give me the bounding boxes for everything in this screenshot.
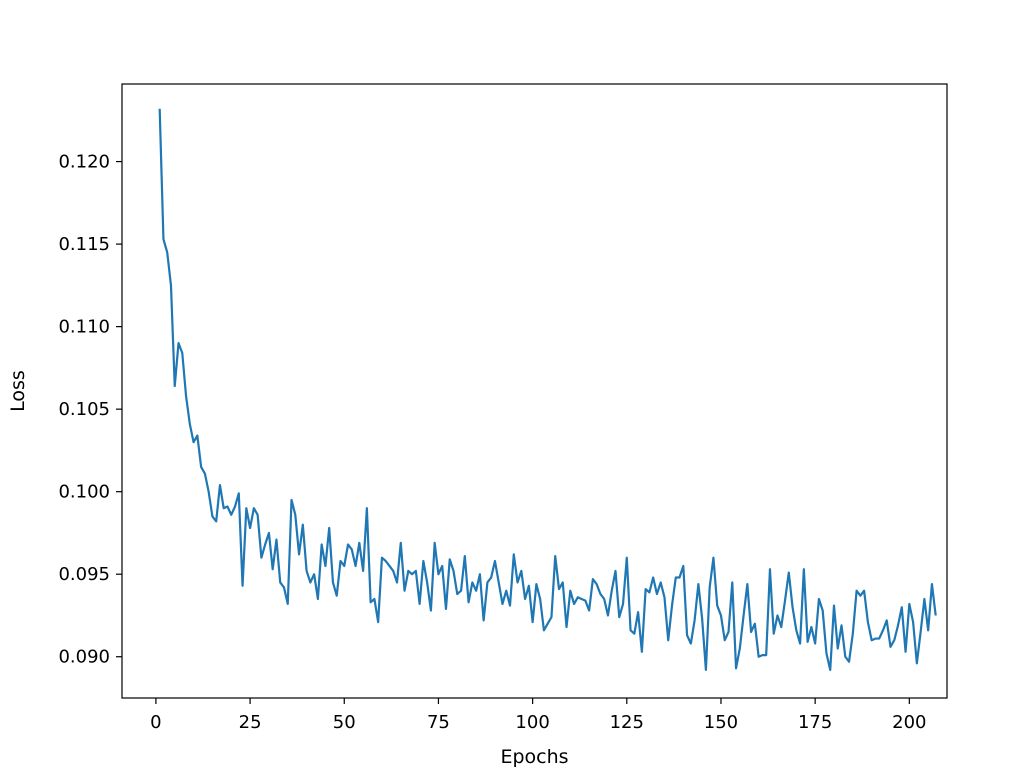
x-tick-label: 150: [704, 712, 738, 733]
x-tick-label: 100: [515, 712, 549, 733]
y-axis-label: Loss: [7, 370, 29, 412]
y-tick-label: 0.120: [58, 152, 110, 173]
y-tick-label: 0.100: [58, 482, 110, 503]
x-tick-label: 175: [798, 712, 832, 733]
y-tick-label: 0.105: [58, 399, 110, 420]
y-tick-label: 0.095: [58, 564, 110, 585]
x-tick-label: 25: [239, 712, 262, 733]
x-axis-ticks: 0 25 50 75 100 125 150 175 200: [150, 698, 927, 733]
x-tick-label: 125: [610, 712, 644, 733]
y-tick-label: 0.115: [58, 234, 110, 255]
y-axis-ticks: 0.090 0.095 0.100 0.105 0.110 0.115 0.120: [58, 152, 122, 668]
x-tick-label: 75: [427, 712, 450, 733]
loss-series-line: [158, 108, 937, 672]
y-tick-label: 0.110: [58, 317, 110, 338]
x-axis-label: Epochs: [500, 746, 568, 768]
x-tick-label: 200: [892, 712, 926, 733]
y-tick-label: 0.090: [58, 647, 110, 668]
x-tick-label: 0: [150, 712, 161, 733]
axes-frame: [121, 83, 948, 699]
x-tick-label: 50: [333, 712, 356, 733]
plot-area: [158, 108, 937, 672]
